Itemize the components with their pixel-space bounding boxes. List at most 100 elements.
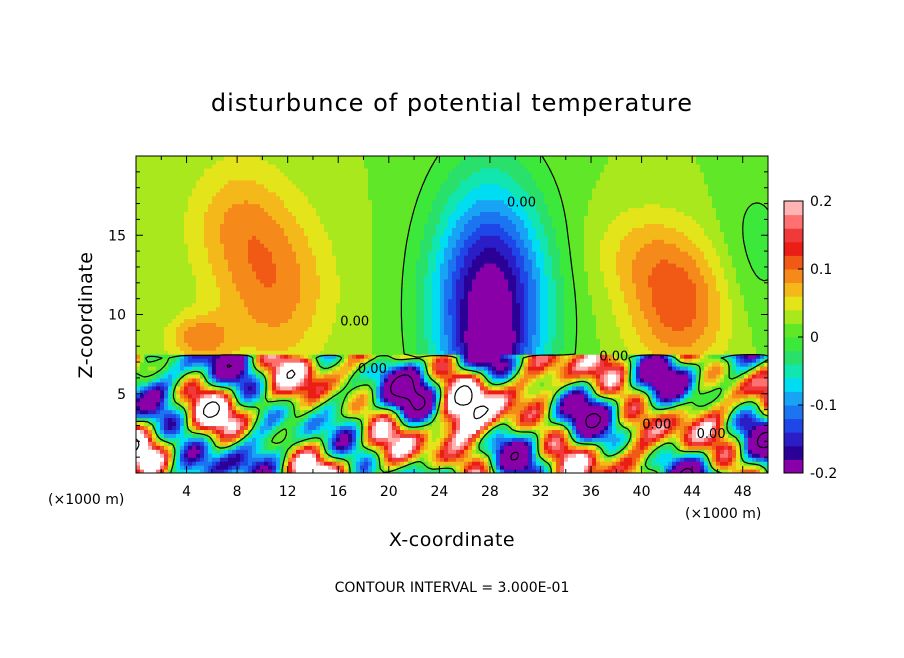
field-cell: [332, 401, 337, 407]
field-cell: [728, 457, 733, 462]
field-cell: [476, 469, 481, 473]
field-cell: [172, 366, 177, 371]
field-cell: [676, 389, 681, 395]
field-cell: [396, 373, 401, 379]
field-cell: [596, 405, 601, 411]
field-cell: [648, 369, 653, 375]
field-cell: [188, 377, 193, 383]
field-cell: [492, 457, 497, 462]
field-cell: [212, 445, 217, 450]
field-cell: [204, 461, 209, 466]
field-cell: [528, 366, 533, 371]
field-cell: [624, 445, 629, 450]
field-cell: [608, 373, 613, 379]
field-cell: [716, 350, 721, 355]
field-cell: [428, 393, 433, 399]
field-cell: [516, 413, 521, 419]
field-cell: [404, 465, 409, 470]
field-cell: [624, 449, 629, 454]
field-cell: [276, 389, 281, 395]
field-cell: [400, 413, 405, 419]
field-cell: [516, 366, 521, 371]
field-cell: [348, 437, 353, 442]
field-cell: [340, 441, 345, 446]
field-cell: [356, 445, 361, 450]
field-cell: [276, 362, 281, 367]
field-cell: [172, 417, 177, 423]
field-cell: [712, 461, 717, 466]
field-cell: [244, 346, 249, 351]
field-cell: [404, 421, 409, 427]
field-cell: [720, 429, 725, 434]
field-cell: [596, 393, 601, 399]
field-cell: [300, 381, 305, 387]
field-cell: [648, 385, 653, 391]
field-cell: [460, 358, 465, 363]
field-cell: [592, 457, 597, 462]
field-cell: [496, 397, 501, 403]
field-cell: [744, 397, 749, 403]
field-cell: [328, 461, 333, 466]
field-cell: [520, 425, 525, 431]
field-cell: [508, 373, 513, 379]
field-cell: [260, 358, 265, 363]
field-cell: [744, 381, 749, 387]
field-cell: [416, 433, 421, 438]
field-cell: [700, 401, 705, 407]
field-cell: [276, 409, 281, 415]
field-cell: [500, 385, 505, 391]
field-cell: [732, 465, 737, 470]
field-cell: [468, 449, 473, 454]
field-cell: [256, 457, 261, 462]
field-cell: [600, 457, 605, 462]
field-cell: [736, 405, 741, 411]
field-cell: [444, 445, 449, 450]
field-cell: [764, 397, 768, 403]
field-cell: [712, 405, 717, 411]
field-cell: [488, 417, 493, 423]
field-cell: [500, 429, 505, 434]
field-cell: [464, 461, 469, 466]
field-cell: [484, 453, 489, 458]
field-cell: [760, 366, 765, 371]
field-cell: [760, 453, 765, 458]
field-cell: [516, 461, 521, 466]
field-cell: [512, 346, 517, 351]
field-cell: [472, 457, 477, 462]
field-cell: [280, 433, 285, 438]
field-cell: [484, 469, 489, 473]
field-cell: [228, 465, 233, 470]
field-cell: [428, 461, 433, 466]
field-cell: [324, 377, 329, 383]
field-cell: [140, 461, 145, 466]
field-cell: [304, 425, 309, 431]
field-cell: [584, 401, 589, 407]
field-cell: [356, 417, 361, 423]
field-cell: [416, 369, 421, 375]
field-cell: [632, 465, 637, 470]
field-cell: [700, 433, 705, 438]
field-cell: [692, 397, 697, 403]
field-cell: [260, 377, 265, 383]
field-cell: [204, 409, 209, 415]
field-cell: [276, 445, 281, 450]
field-cell: [192, 449, 197, 454]
field-cell: [192, 381, 197, 387]
field-cell: [468, 461, 473, 466]
field-cell: [276, 453, 281, 458]
field-cell: [268, 417, 273, 423]
field-cell: [476, 366, 481, 371]
field-cell: [540, 385, 545, 391]
field-cell: [416, 373, 421, 379]
field-cell: [564, 465, 569, 470]
field-cell: [480, 429, 485, 434]
field-cell: [228, 389, 233, 395]
field-cell: [356, 397, 361, 403]
field-cell: [204, 437, 209, 442]
field-cell: [500, 401, 505, 407]
field-cell: [612, 401, 617, 407]
field-cell: [420, 413, 425, 419]
field-cell: [236, 354, 241, 359]
field-cell: [668, 413, 673, 419]
field-cell: [456, 437, 461, 442]
